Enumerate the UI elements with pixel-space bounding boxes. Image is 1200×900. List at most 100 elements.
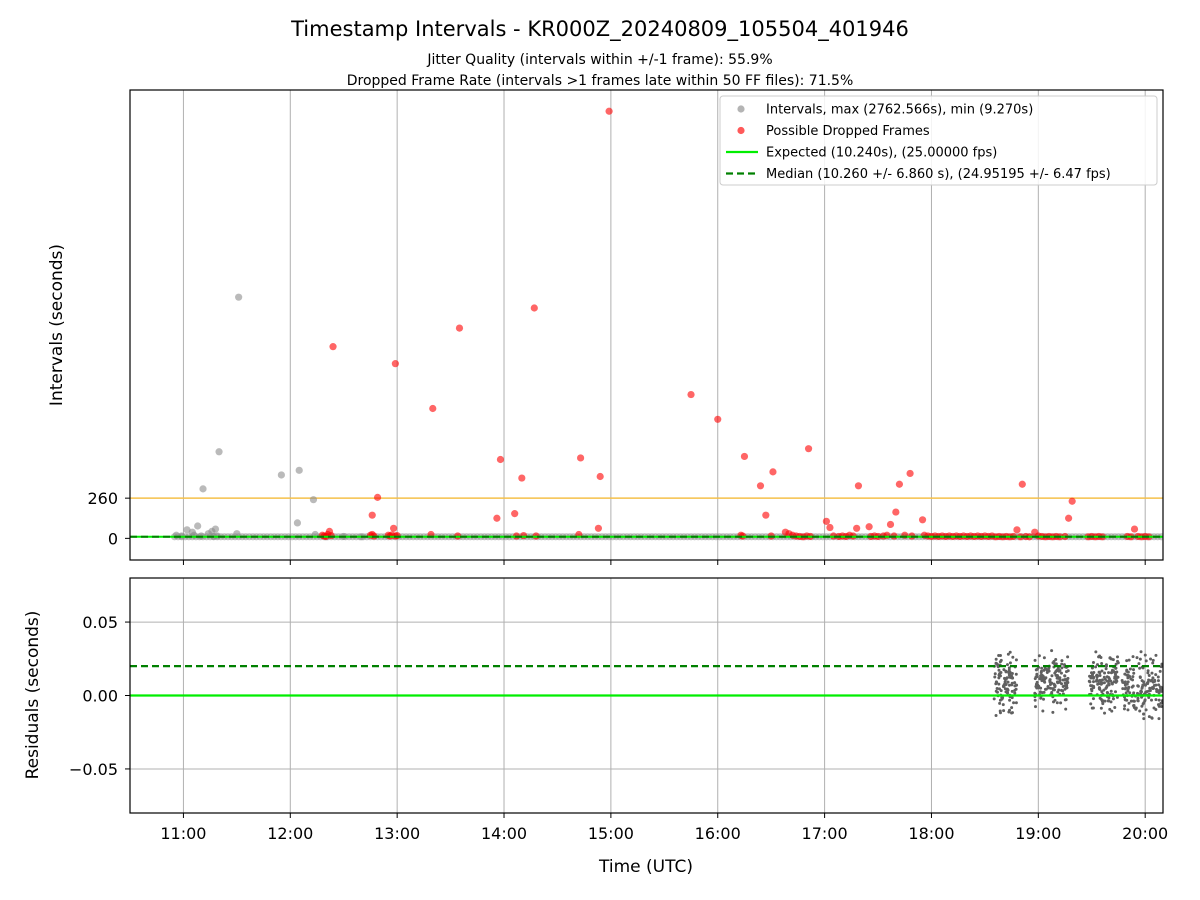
residual-point-363 bbox=[1102, 681, 1106, 685]
residual-point-353 bbox=[1109, 679, 1113, 683]
interval-point-7 bbox=[199, 485, 207, 493]
residual-point-87 bbox=[1001, 696, 1005, 700]
residual-point-476 bbox=[1126, 670, 1130, 674]
residuals-y-axis-label: Residuals (seconds) bbox=[23, 611, 43, 780]
residual-point-196 bbox=[1033, 698, 1037, 702]
residual-point-507 bbox=[1135, 656, 1139, 660]
residual-point-368 bbox=[1092, 685, 1096, 689]
residual-point-255 bbox=[1064, 686, 1068, 690]
residual-point-545 bbox=[1139, 650, 1143, 654]
residual-point-83 bbox=[1013, 691, 1017, 695]
dropped-point-40 bbox=[740, 452, 749, 461]
residual-point-73 bbox=[1010, 689, 1014, 693]
dropped-point-106 bbox=[1018, 480, 1026, 488]
residual-point-441 bbox=[1132, 671, 1136, 675]
residual-point-557 bbox=[1146, 682, 1150, 686]
dropped-point-37 bbox=[714, 415, 722, 423]
residual-point-549 bbox=[1147, 695, 1151, 699]
residual-point-90 bbox=[1005, 687, 1009, 691]
dropped-point-64 bbox=[865, 523, 873, 531]
residual-point-287 bbox=[1103, 711, 1107, 715]
residual-point-393 bbox=[1091, 706, 1095, 710]
residual-point-538 bbox=[1120, 678, 1124, 682]
residual-point-104 bbox=[1004, 683, 1008, 687]
residual-point-212 bbox=[1061, 678, 1065, 682]
dropped-point-10 bbox=[368, 511, 376, 519]
residual-point-460 bbox=[1146, 669, 1150, 673]
residual-point-554 bbox=[1126, 689, 1130, 693]
residual-point-568 bbox=[1160, 689, 1163, 693]
interval-point-16 bbox=[277, 471, 285, 479]
residual-point-385 bbox=[1090, 666, 1094, 670]
residual-point-467 bbox=[1160, 662, 1163, 666]
residual-point-530 bbox=[1149, 657, 1153, 661]
residual-point-563 bbox=[1152, 684, 1156, 688]
x-tick-label-3: 14:00 bbox=[481, 824, 527, 843]
legend-marker-intervals bbox=[737, 105, 745, 113]
residual-point-546 bbox=[1140, 685, 1144, 689]
interval-point-11 bbox=[211, 525, 220, 533]
residual-point-472 bbox=[1124, 691, 1128, 695]
residual-point-509 bbox=[1125, 668, 1129, 672]
dropped-point-42 bbox=[762, 511, 770, 519]
dropped-point-33 bbox=[594, 524, 603, 532]
interval-point-17 bbox=[293, 519, 302, 527]
residual-point-327 bbox=[1116, 655, 1120, 659]
residual-point-413 bbox=[1128, 691, 1132, 695]
y-tick-label-top-0: 0 bbox=[108, 529, 118, 548]
residual-point-218 bbox=[1033, 705, 1037, 709]
residual-point-348 bbox=[1107, 676, 1111, 680]
residual-point-391 bbox=[1114, 690, 1118, 694]
residual-point-337 bbox=[1115, 679, 1119, 683]
dropped-point-69 bbox=[883, 531, 891, 539]
residual-point-556 bbox=[1142, 680, 1146, 684]
x-tick-label-8: 19:00 bbox=[1015, 824, 1061, 843]
dropped-point-73 bbox=[895, 480, 904, 488]
residual-point-152 bbox=[1040, 666, 1044, 670]
dropped-point-127 bbox=[1130, 525, 1139, 533]
intervals-panel: 0 260 bbox=[87, 89, 1164, 565]
residual-point-380 bbox=[1113, 706, 1117, 710]
residual-point-550 bbox=[1156, 703, 1160, 707]
residual-point-248 bbox=[1048, 683, 1052, 687]
residual-point-79 bbox=[994, 657, 998, 661]
residual-point-46 bbox=[998, 674, 1002, 678]
residual-point-501 bbox=[1157, 717, 1161, 721]
dropped-point-62 bbox=[853, 524, 861, 532]
residual-point-225 bbox=[1066, 655, 1070, 659]
residual-point-566 bbox=[1129, 699, 1133, 703]
residual-point-500 bbox=[1142, 712, 1146, 716]
residual-point-422 bbox=[1158, 669, 1162, 673]
residual-point-154 bbox=[1063, 681, 1067, 685]
residual-point-226 bbox=[1058, 676, 1062, 680]
x-tick-label-1: 12:00 bbox=[267, 824, 313, 843]
residual-point-552 bbox=[1151, 676, 1155, 680]
residual-point-558 bbox=[1157, 698, 1161, 702]
residual-point-389 bbox=[1088, 674, 1092, 678]
time-x-axis-label: Time (UTC) bbox=[598, 857, 693, 877]
residual-point-137 bbox=[1042, 656, 1046, 660]
residual-point-94 bbox=[1008, 708, 1012, 712]
residual-point-61 bbox=[1004, 690, 1008, 694]
residual-point-334 bbox=[1105, 684, 1109, 688]
residual-point-436 bbox=[1156, 675, 1160, 679]
residual-point-462 bbox=[1157, 691, 1161, 695]
residual-point-318 bbox=[1100, 699, 1104, 703]
residual-point-445 bbox=[1144, 708, 1148, 712]
residual-point-533 bbox=[1126, 708, 1130, 712]
residual-point-67 bbox=[993, 672, 997, 676]
residual-point-131 bbox=[1051, 700, 1055, 704]
residual-point-40 bbox=[994, 713, 998, 717]
residual-point-562 bbox=[1147, 674, 1151, 678]
residual-point-223 bbox=[1033, 677, 1037, 681]
x-tick-label-9: 20:00 bbox=[1122, 824, 1168, 843]
residual-point-184 bbox=[1051, 687, 1055, 691]
dropped-point-104 bbox=[1013, 526, 1021, 534]
legend-marker-dropped bbox=[737, 126, 745, 135]
residual-point-108 bbox=[1014, 687, 1018, 691]
intervals-panel-frame bbox=[129, 89, 1164, 561]
residual-point-534 bbox=[1151, 687, 1155, 691]
residual-point-232 bbox=[1047, 686, 1051, 690]
residual-point-330 bbox=[1100, 690, 1104, 694]
residual-point-252 bbox=[1059, 671, 1063, 675]
